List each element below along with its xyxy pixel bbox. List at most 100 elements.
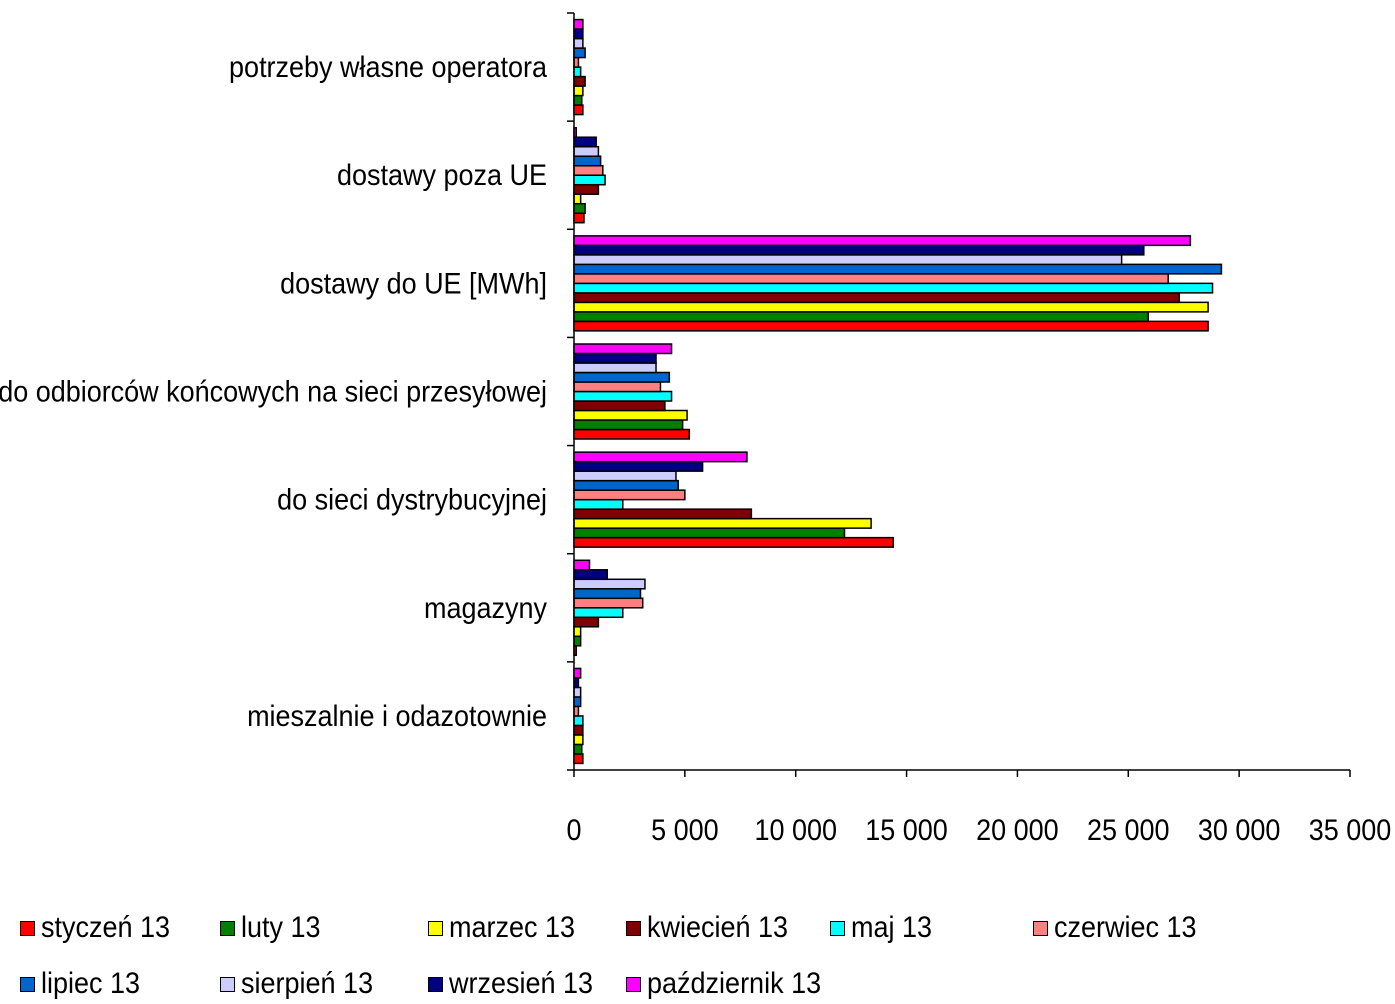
bar: [573, 254, 1123, 266]
x-tick-label: 25 000: [1087, 814, 1170, 848]
bar: [573, 145, 600, 157]
bar: [573, 85, 584, 97]
bar: [573, 734, 584, 746]
legend-label: lipiec 13: [41, 967, 141, 1000]
category-label: magazyny: [424, 592, 548, 626]
legend-swatch: [1033, 920, 1048, 936]
bar: [573, 155, 602, 167]
category-label: do odbiorców końcowych na sieci przesyło…: [0, 375, 547, 409]
legend-swatch: [20, 920, 35, 936]
bar: [573, 202, 586, 214]
bar: [573, 164, 604, 176]
bar: [573, 517, 872, 529]
legend-swatch: [830, 920, 845, 936]
legend-swatch: [428, 976, 443, 992]
legend-item: październik 13: [626, 964, 840, 1004]
category-label: mieszalnie i odazotownie: [247, 700, 547, 734]
legend-label: czerwiec 13: [1054, 911, 1197, 944]
legend-swatch: [220, 976, 235, 992]
bar: [573, 390, 673, 402]
bar: [573, 460, 704, 472]
legend-label: kwiecień 13: [647, 911, 789, 944]
bar: [573, 753, 584, 765]
bar: [573, 311, 1149, 323]
bar: [573, 193, 582, 205]
bar: [573, 37, 584, 49]
legend-label: luty 13: [241, 911, 321, 944]
category-label: do sieci dystrybucyjnej: [277, 483, 547, 517]
bar: [573, 362, 657, 374]
bar: [573, 381, 662, 393]
legend-swatch: [626, 976, 641, 992]
bar: [573, 352, 657, 364]
x-tick-label: 15 000: [865, 814, 948, 848]
bar: [573, 616, 600, 628]
bar: [573, 428, 691, 440]
bar: [573, 343, 673, 355]
legend-label: wrzesień 13: [449, 967, 594, 1000]
labels: potrzeby własne operatora dostawy poza UE…: [0, 51, 1391, 848]
legend-swatch: [220, 920, 235, 936]
x-tick-label: 10 000: [754, 814, 837, 848]
bar: [573, 66, 582, 78]
x-tick-label: 35 000: [1309, 814, 1392, 848]
bar: [573, 527, 846, 539]
legend-label: sierpień 13: [241, 967, 374, 1000]
legend-item: kwiecień 13: [626, 908, 804, 948]
bar: [573, 536, 895, 548]
bar: [573, 626, 582, 638]
legend-label: styczeń 13: [41, 911, 171, 944]
category-label: dostawy do UE [MWh]: [280, 267, 547, 301]
bar: [573, 470, 677, 482]
legend-swatch: [428, 920, 443, 936]
bar: [573, 28, 584, 40]
legend-item: luty 13: [220, 908, 329, 948]
bar: [573, 244, 1145, 256]
legend-swatch: [626, 920, 641, 936]
legend-item: styczeń 13: [20, 908, 184, 948]
bar: [573, 578, 646, 590]
bar: [573, 273, 1169, 285]
x-tick-label: 0: [566, 814, 581, 848]
legend-item: wrzesień 13: [428, 964, 609, 1004]
category-label: potrzeby własne operatora: [229, 51, 547, 85]
bar: [573, 686, 582, 698]
bar: [573, 724, 584, 736]
bar: [573, 508, 753, 520]
x-tick-label: 20 000: [976, 814, 1059, 848]
bar: [573, 183, 600, 195]
bar: [573, 569, 609, 581]
bar: [573, 174, 606, 186]
axes: [567, 12, 1351, 777]
bar: [573, 212, 585, 224]
bar: [573, 409, 688, 421]
bar: [573, 282, 1214, 294]
bar: [573, 597, 644, 609]
legend-item: czerwiec 13: [1033, 908, 1212, 948]
bar: [573, 559, 591, 571]
bar: [573, 320, 1209, 332]
bar: [573, 489, 686, 501]
legend-item: lipiec 13: [20, 964, 151, 1004]
bar: [573, 715, 584, 727]
bar: [573, 75, 586, 87]
bar: [573, 667, 582, 679]
bar: [573, 498, 624, 510]
bars: [573, 18, 1223, 765]
bar: [573, 479, 679, 491]
legend-item: sierpień 13: [220, 964, 388, 1004]
legend-item: maj 13: [830, 908, 941, 948]
bar: [573, 136, 597, 148]
bar: [573, 47, 586, 59]
legend-label: październik 13: [647, 967, 822, 1000]
bar: [573, 18, 584, 30]
bar: [573, 743, 583, 755]
legend-swatch: [20, 976, 35, 992]
category-label: dostawy poza UE: [337, 159, 547, 193]
legend-label: maj 13: [851, 911, 933, 944]
x-tick-label: 30 000: [1198, 814, 1281, 848]
bar: [573, 607, 624, 619]
bar: [573, 635, 582, 647]
